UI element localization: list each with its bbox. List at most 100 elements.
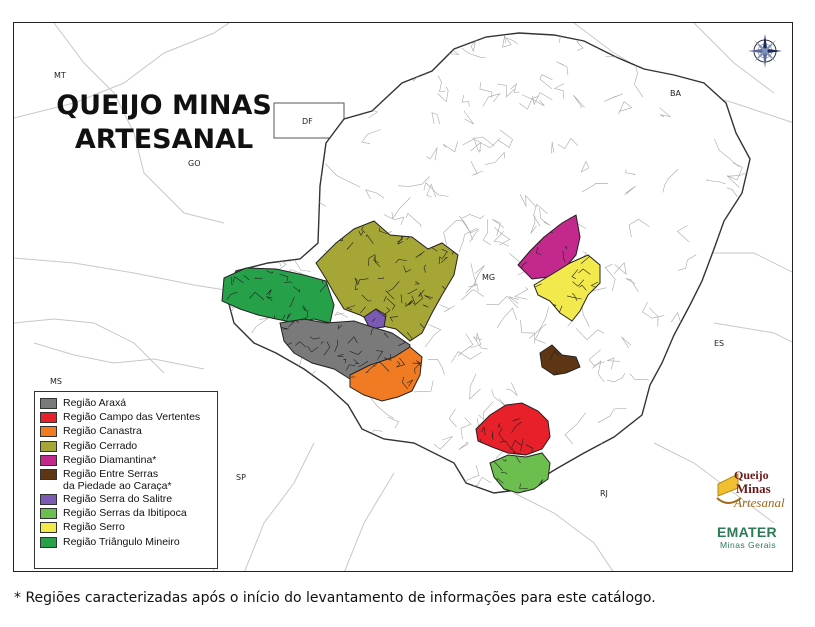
region-municipality-border — [578, 268, 591, 275]
legend-label: Região Campo das Vertentes — [63, 411, 201, 424]
municipality-border — [693, 43, 717, 56]
municipality-border — [426, 183, 436, 198]
municipality-border — [479, 81, 493, 98]
municipality-border — [334, 311, 349, 318]
region-municipality-border — [361, 294, 372, 302]
region-municipality-border — [375, 350, 384, 360]
municipality-border — [652, 420, 673, 433]
region-municipality-border — [481, 426, 486, 436]
region-municipality-border — [566, 295, 582, 300]
municipality-border — [621, 336, 632, 349]
municipality-border — [448, 408, 457, 428]
municipality-border — [304, 484, 315, 493]
region-entre-serras-piedade-caraca — [539, 344, 581, 376]
municipality-border — [387, 416, 400, 429]
region-municipality-border — [292, 286, 300, 293]
municipality-border — [659, 107, 672, 118]
region-municipality-border — [295, 341, 307, 348]
municipality-border — [294, 225, 313, 242]
legend-swatch — [40, 522, 57, 534]
municipality-border — [433, 436, 453, 450]
municipality-border — [603, 93, 623, 102]
municipality-border — [618, 101, 633, 115]
municipality-border — [470, 161, 484, 176]
municipality-border — [716, 423, 738, 444]
municipality-border — [246, 198, 257, 215]
municipality-border — [367, 393, 395, 419]
region-municipality-border — [511, 421, 522, 433]
state-label-go: GO — [188, 159, 201, 168]
region-municipality-border — [389, 316, 399, 322]
municipality-border — [491, 389, 507, 408]
municipality-border — [592, 360, 605, 383]
municipality-border — [510, 83, 520, 93]
municipality-border — [677, 254, 697, 271]
legend-item: Região Cerrado — [40, 440, 217, 454]
region-serras-da-ibitipoca — [489, 452, 551, 494]
region-campo-das-vertentes — [475, 402, 551, 456]
municipality-border — [551, 141, 555, 154]
region-municipality-border — [383, 332, 389, 338]
municipality-border — [688, 45, 696, 65]
municipality-border — [361, 129, 381, 144]
logo-queijo-text: Queijo — [734, 468, 769, 482]
legend-label: Região Triângulo Mineiro — [63, 535, 180, 548]
legend-item: Região Canastra — [40, 425, 217, 439]
region-municipality-border — [343, 358, 347, 364]
municipality-border — [312, 34, 333, 65]
municipality-border — [473, 265, 485, 285]
municipality-border — [722, 33, 739, 43]
municipality-border — [301, 406, 317, 414]
municipality-border — [470, 142, 482, 153]
state-label-sp: SP — [236, 473, 246, 482]
municipality-border — [581, 182, 609, 193]
municipality-border — [426, 457, 442, 466]
municipality-border — [564, 412, 587, 444]
legend-label: Região Diamantina* — [63, 453, 157, 466]
emater-logo: EMATER Minas Gerais — [717, 524, 787, 550]
municipality-border — [628, 218, 650, 238]
region-municipality-border — [345, 364, 356, 371]
legend-item: Região Serro — [40, 521, 217, 535]
legend-label: Região Serra do Salitre — [63, 492, 173, 505]
region-municipality-border — [571, 269, 579, 279]
region-municipality-border — [357, 278, 369, 286]
municipality-border — [359, 481, 381, 493]
compass-rose-icon — [748, 34, 782, 68]
municipality-border — [424, 324, 442, 348]
municipality-border — [255, 55, 267, 85]
municipality-border — [675, 418, 687, 429]
municipality-border — [472, 336, 488, 350]
map-title-line2: ARTESANAL — [74, 124, 254, 155]
municipality-border — [539, 306, 550, 330]
region-municipality-border — [406, 379, 414, 387]
legend-item: Região Entre Serras da Piedade ao Caraça… — [40, 468, 217, 493]
municipality-border — [486, 295, 519, 309]
municipality-border — [508, 296, 519, 304]
municipality-border — [472, 136, 495, 147]
region-municipality-border — [396, 357, 406, 368]
municipality-border — [659, 383, 673, 395]
municipality-border — [463, 110, 474, 125]
region-municipality-border — [413, 363, 420, 374]
region-municipality-border — [407, 288, 418, 295]
municipality-border — [506, 382, 518, 396]
municipality-border — [730, 33, 748, 44]
municipality-border — [292, 33, 306, 50]
municipality-border — [648, 307, 659, 327]
region-municipality-border — [423, 264, 427, 273]
municipality-border — [726, 171, 748, 188]
region-municipality-border — [232, 276, 244, 283]
municipality-border — [604, 264, 616, 291]
municipality-border — [726, 162, 743, 181]
municipality-border — [597, 442, 611, 460]
region-municipality-border — [295, 320, 303, 323]
legend-swatch — [40, 454, 57, 466]
municipality-border — [457, 333, 474, 357]
region-municipality-border — [243, 275, 250, 281]
region-diamantina — [517, 214, 581, 280]
region-cerrado — [315, 220, 459, 342]
municipality-border — [302, 37, 314, 51]
legend-label: Região Serro — [63, 521, 125, 534]
legend-swatch — [40, 493, 57, 505]
